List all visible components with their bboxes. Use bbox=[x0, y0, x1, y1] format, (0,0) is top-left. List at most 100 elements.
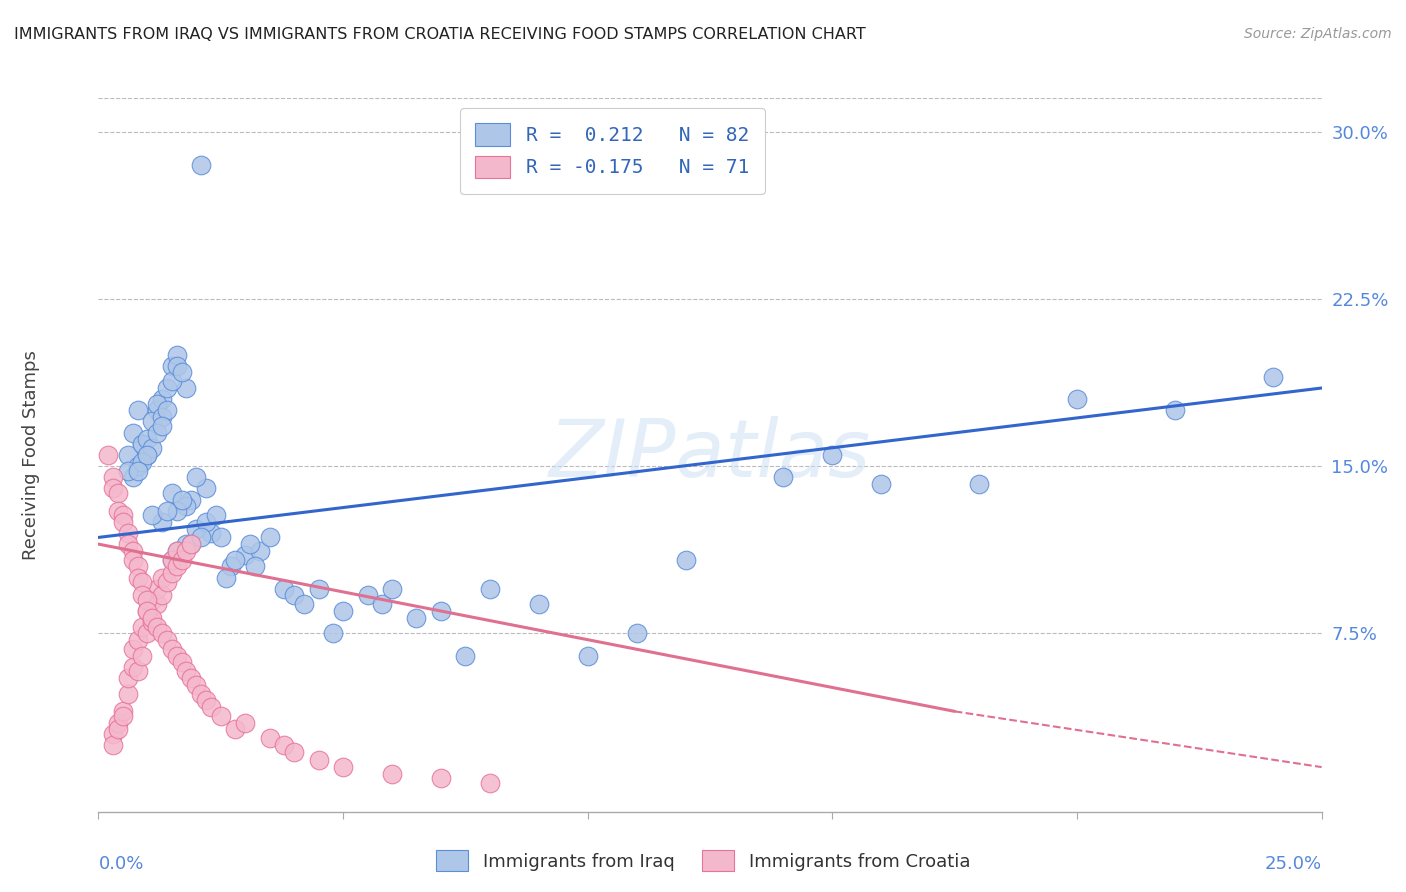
Point bbox=[150, 410, 173, 425]
Point bbox=[150, 392, 173, 407]
Point bbox=[180, 537, 202, 551]
Point bbox=[967, 476, 990, 491]
Point bbox=[219, 559, 242, 574]
Point bbox=[233, 548, 256, 563]
Point bbox=[156, 633, 179, 648]
Point bbox=[308, 753, 330, 767]
Point bbox=[772, 470, 794, 484]
Point bbox=[111, 705, 134, 719]
Point bbox=[195, 481, 218, 495]
Point bbox=[170, 552, 193, 567]
Point bbox=[170, 366, 193, 380]
Point bbox=[478, 775, 501, 790]
Point bbox=[136, 604, 159, 618]
Point bbox=[131, 436, 153, 450]
Point bbox=[381, 582, 404, 596]
Point bbox=[1066, 392, 1088, 407]
Point bbox=[111, 708, 134, 723]
Point bbox=[131, 648, 153, 663]
Point bbox=[101, 738, 124, 752]
Point bbox=[180, 671, 202, 685]
Point bbox=[101, 481, 124, 495]
Point bbox=[180, 537, 202, 551]
Point bbox=[283, 589, 305, 603]
Point bbox=[292, 598, 315, 612]
Point bbox=[176, 381, 198, 395]
Point bbox=[127, 664, 149, 678]
Point bbox=[160, 359, 183, 373]
Point bbox=[259, 530, 281, 544]
Point bbox=[239, 537, 262, 551]
Point bbox=[160, 552, 183, 567]
Point bbox=[160, 552, 183, 567]
Point bbox=[195, 693, 218, 707]
Point bbox=[117, 464, 139, 478]
Point bbox=[131, 455, 153, 469]
Point bbox=[127, 559, 149, 574]
Point bbox=[186, 521, 208, 535]
Point bbox=[141, 610, 163, 624]
Point bbox=[166, 559, 188, 574]
Point bbox=[166, 648, 188, 663]
Point bbox=[273, 582, 295, 596]
Point bbox=[127, 571, 149, 585]
Point bbox=[381, 766, 404, 781]
Point bbox=[160, 375, 183, 389]
Point bbox=[136, 433, 159, 447]
Text: Receiving Food Stamps: Receiving Food Stamps bbox=[22, 350, 41, 560]
Point bbox=[136, 604, 159, 618]
Point bbox=[430, 604, 453, 618]
Point bbox=[131, 574, 153, 589]
Point bbox=[127, 458, 149, 473]
Point bbox=[121, 660, 143, 674]
Legend: Immigrants from Iraq, Immigrants from Croatia: Immigrants from Iraq, Immigrants from Cr… bbox=[429, 843, 977, 879]
Point bbox=[405, 610, 427, 624]
Point bbox=[308, 582, 330, 596]
Point bbox=[200, 526, 222, 541]
Point bbox=[146, 619, 169, 633]
Point bbox=[141, 615, 163, 630]
Point bbox=[214, 571, 236, 585]
Point bbox=[127, 403, 149, 417]
Point bbox=[205, 508, 228, 523]
Point bbox=[107, 715, 129, 730]
Point bbox=[190, 687, 212, 701]
Point bbox=[259, 731, 281, 746]
Point bbox=[1164, 403, 1187, 417]
Point bbox=[150, 515, 173, 529]
Point bbox=[283, 744, 305, 758]
Point bbox=[478, 582, 501, 596]
Point bbox=[190, 530, 212, 544]
Point bbox=[200, 699, 222, 714]
Point bbox=[224, 552, 246, 567]
Point bbox=[249, 543, 271, 558]
Point bbox=[150, 571, 173, 585]
Point bbox=[136, 448, 159, 462]
Point bbox=[156, 503, 179, 517]
Point bbox=[111, 508, 134, 523]
Point bbox=[166, 503, 188, 517]
Point bbox=[136, 626, 159, 640]
Text: IMMIGRANTS FROM IRAQ VS IMMIGRANTS FROM CROATIA RECEIVING FOOD STAMPS CORRELATIO: IMMIGRANTS FROM IRAQ VS IMMIGRANTS FROM … bbox=[14, 27, 866, 42]
Point bbox=[121, 425, 143, 440]
Point bbox=[576, 648, 599, 663]
Point bbox=[166, 543, 188, 558]
Point bbox=[273, 738, 295, 752]
Point bbox=[1261, 369, 1284, 384]
Point bbox=[141, 508, 163, 523]
Point bbox=[127, 633, 149, 648]
Point bbox=[170, 655, 193, 669]
Point bbox=[146, 403, 169, 417]
Point bbox=[160, 566, 183, 581]
Point bbox=[107, 485, 129, 500]
Point bbox=[626, 626, 648, 640]
Point bbox=[141, 441, 163, 455]
Point bbox=[150, 418, 173, 433]
Point bbox=[233, 715, 256, 730]
Point bbox=[121, 543, 143, 558]
Point bbox=[176, 500, 198, 514]
Point bbox=[166, 347, 188, 362]
Point bbox=[176, 664, 198, 678]
Point bbox=[170, 492, 193, 507]
Point bbox=[156, 381, 179, 395]
